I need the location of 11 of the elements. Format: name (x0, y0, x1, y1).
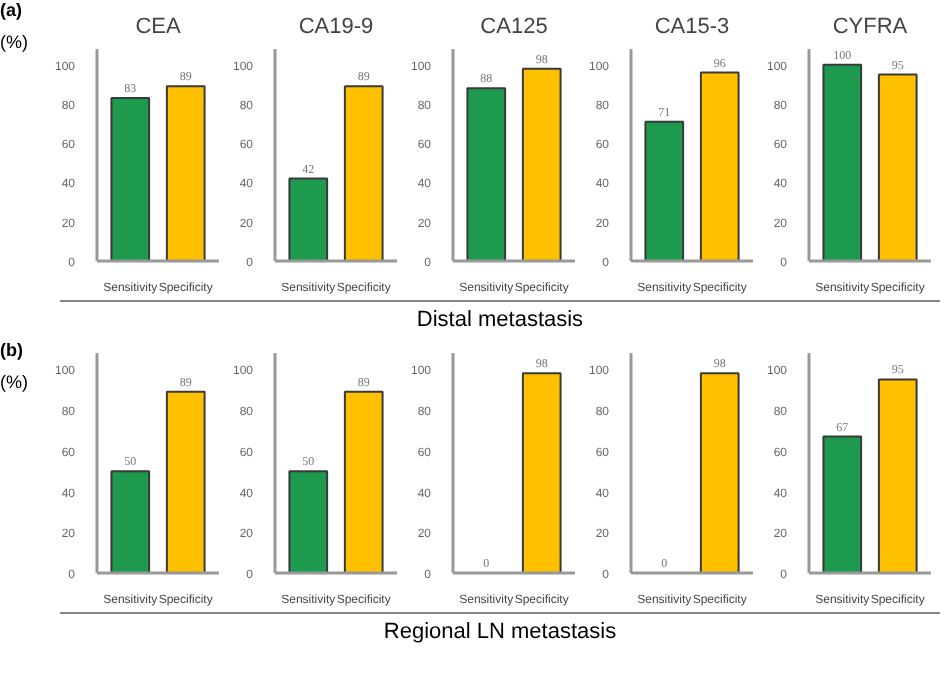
text: Regional LN metastasis (60, 612, 940, 650)
chart-title: CEA (135, 15, 182, 39)
chart-title: CA125 (480, 15, 548, 39)
text: (a) (0, 0, 22, 20)
chart-title: CA15-3 (654, 15, 730, 39)
chart-title: CYFRA (832, 15, 909, 39)
y-axis-title: (%) (0, 32, 28, 52)
text: (b) (0, 340, 23, 360)
y-axis-title: (%) (0, 372, 28, 392)
chart-title: CA19-9 (298, 15, 374, 39)
text: Distal metastasis (60, 300, 940, 338)
